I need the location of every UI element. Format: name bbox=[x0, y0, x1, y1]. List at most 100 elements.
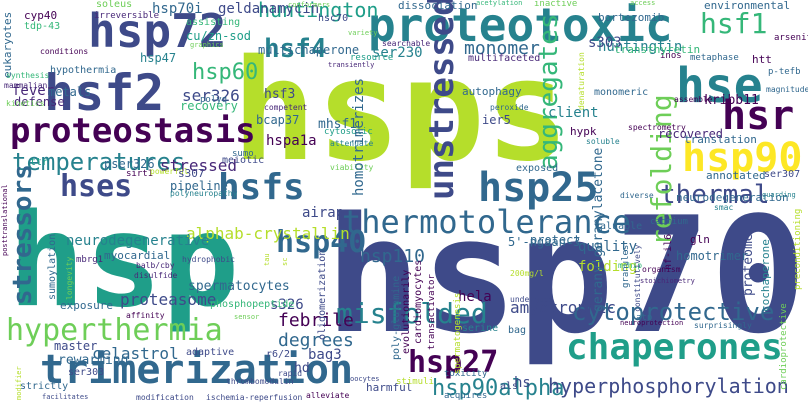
word-acetylation: acetylation bbox=[476, 0, 523, 7]
word-hsp90alpha: hsp90alpha bbox=[432, 376, 565, 401]
word-polyneuropathy: polyneuropathy bbox=[170, 189, 238, 198]
word-bortezomib: bortezomib bbox=[598, 11, 665, 24]
word-homotrimerizes: homotrimerizes bbox=[351, 77, 367, 196]
word-hsf1: hsf1 bbox=[700, 7, 768, 40]
word-rewarming: rewarming bbox=[58, 353, 129, 368]
word-valuable: valuable bbox=[594, 221, 643, 232]
word-hsp90: hsp90 bbox=[682, 135, 803, 181]
word-sensor: sensor bbox=[234, 313, 260, 321]
word-alphab: alphab-crystallin bbox=[186, 224, 350, 243]
word-hsp27: hsp27 bbox=[408, 345, 499, 380]
word-facilitates: facilitates bbox=[42, 393, 89, 401]
word-gln: gln bbox=[690, 233, 710, 246]
word-conformers: conformers bbox=[288, 1, 331, 9]
word-hs: hs bbox=[514, 375, 531, 391]
word-hsp47: hsp47 bbox=[140, 51, 177, 65]
word-granules: granules bbox=[621, 244, 631, 288]
word-thermal: thermal bbox=[660, 180, 770, 210]
word-hd: hd bbox=[294, 361, 310, 376]
word-hypothermia: hypothermia bbox=[50, 65, 117, 76]
word-hsp70i: hsp70i bbox=[152, 1, 203, 17]
word-polyq: polyq bbox=[200, 95, 228, 105]
word-assisting: assisting bbox=[186, 17, 241, 28]
word-serine: serine bbox=[462, 323, 499, 334]
word-toxicity: toxicity bbox=[444, 369, 488, 379]
word-sumo: sumo bbox=[232, 149, 254, 159]
word-myocardial: myocardial bbox=[104, 249, 171, 262]
word-cadmium: cadmium bbox=[650, 217, 688, 227]
word-multichaperone: multichaperone bbox=[258, 43, 360, 57]
word-magnitude: magnitude bbox=[766, 85, 808, 94]
word-hspa1a: hspa1a bbox=[266, 133, 317, 149]
word-quality: quality bbox=[578, 239, 638, 255]
word-airap: airap bbox=[302, 205, 345, 221]
word-protect: protect bbox=[530, 233, 581, 247]
word-assemble: assemble bbox=[674, 95, 713, 104]
word-aggregates: aggregates bbox=[534, 13, 564, 170]
word-mbrg1: mbrg1 bbox=[76, 255, 104, 265]
word-atp: atp bbox=[636, 313, 653, 323]
word-strictly: strictly bbox=[20, 381, 69, 392]
word-hses: hses bbox=[60, 169, 133, 204]
word-fever: fever bbox=[12, 83, 55, 99]
word-degrees: degrees bbox=[278, 330, 354, 351]
word-tau: tau bbox=[263, 253, 271, 266]
word-organism: organism bbox=[642, 265, 681, 274]
word-proteostasis: proteostasis bbox=[10, 111, 256, 151]
word-proteotoxic: proteotoxic bbox=[368, 0, 673, 52]
word-hsp70: hsp70 bbox=[325, 182, 807, 369]
word-posttranslational: posttranslational bbox=[1, 184, 9, 256]
word-peroxide: peroxide bbox=[490, 103, 529, 112]
word-hsf3: hsf3 bbox=[264, 87, 296, 102]
word-trimerization: trimerization bbox=[40, 347, 354, 393]
word-conditions: conditions bbox=[40, 47, 89, 56]
word-surprisingly: surprisingly bbox=[694, 321, 752, 330]
word-denaturation: denaturation bbox=[577, 52, 586, 110]
word-metals: metals bbox=[48, 85, 92, 99]
word-phosphopeptide: phosphopeptide bbox=[210, 299, 295, 310]
word-variety: variety bbox=[348, 29, 378, 37]
word-attenuate: attenuate bbox=[330, 139, 374, 148]
word-s326: s326 bbox=[270, 297, 304, 313]
word-cuzn: cu/zn-sod bbox=[186, 29, 252, 43]
word-recovered: recovered bbox=[658, 127, 724, 141]
word-cytoprotective: cytoprotective bbox=[572, 298, 775, 326]
word-exposed: exposed bbox=[516, 163, 559, 174]
word-annotated: annotated bbox=[706, 169, 766, 182]
word-als: als bbox=[500, 381, 519, 392]
word-metaphase: metaphase bbox=[690, 53, 739, 63]
word-transactivator: transactivator bbox=[427, 274, 437, 350]
word-stimuli: stimuli bbox=[396, 377, 434, 387]
word-soleus: soleus bbox=[96, 0, 133, 10]
word-hyperphosphorylation: hyperphosphorylation bbox=[548, 374, 789, 398]
word-hsp: hsp bbox=[8, 187, 240, 336]
word-neurodegenerative: neurodegenerative bbox=[66, 233, 210, 249]
word-cardioprotective: cardioprotective bbox=[779, 303, 789, 390]
word-alleviate: alleviate bbox=[306, 391, 350, 400]
word-nfil6: nf-il6 bbox=[663, 233, 674, 270]
word-evolutionarily: evolutionarily bbox=[401, 269, 412, 354]
word-hsp110: hsp110 bbox=[360, 246, 426, 267]
word-stressors: stressors bbox=[8, 164, 38, 305]
word-translation: translation bbox=[684, 133, 757, 146]
word-acquires: acquires bbox=[444, 391, 488, 401]
word-recovery: recovery bbox=[180, 99, 238, 113]
word-hsf2: hsf2 bbox=[44, 64, 165, 122]
word-htt: htt bbox=[752, 53, 772, 66]
word-defense: defense bbox=[14, 95, 65, 109]
word-viability: viability bbox=[330, 163, 374, 172]
word-spermatocytes: spermatocytes bbox=[188, 279, 290, 294]
word-s303: s303 bbox=[588, 35, 622, 51]
word-huntingtin: huntingtin bbox=[598, 39, 683, 55]
word-proteome: proteome bbox=[741, 233, 756, 296]
word-client: client bbox=[548, 105, 599, 121]
word-ngaan: 5'-ngaan-3 bbox=[508, 235, 581, 249]
word-s307: s307 bbox=[178, 167, 205, 180]
word-unstressed: unstressed bbox=[422, 0, 462, 200]
word-guarding: guarding bbox=[762, 191, 796, 199]
word-monomeric: monomeric bbox=[594, 87, 649, 98]
word-longevity: longevity bbox=[65, 256, 74, 300]
word-balbcby: balb/cby bbox=[136, 261, 175, 270]
word-hsp72: hsp72 bbox=[88, 4, 227, 58]
word-multifaceted: multifaceted bbox=[468, 53, 541, 64]
